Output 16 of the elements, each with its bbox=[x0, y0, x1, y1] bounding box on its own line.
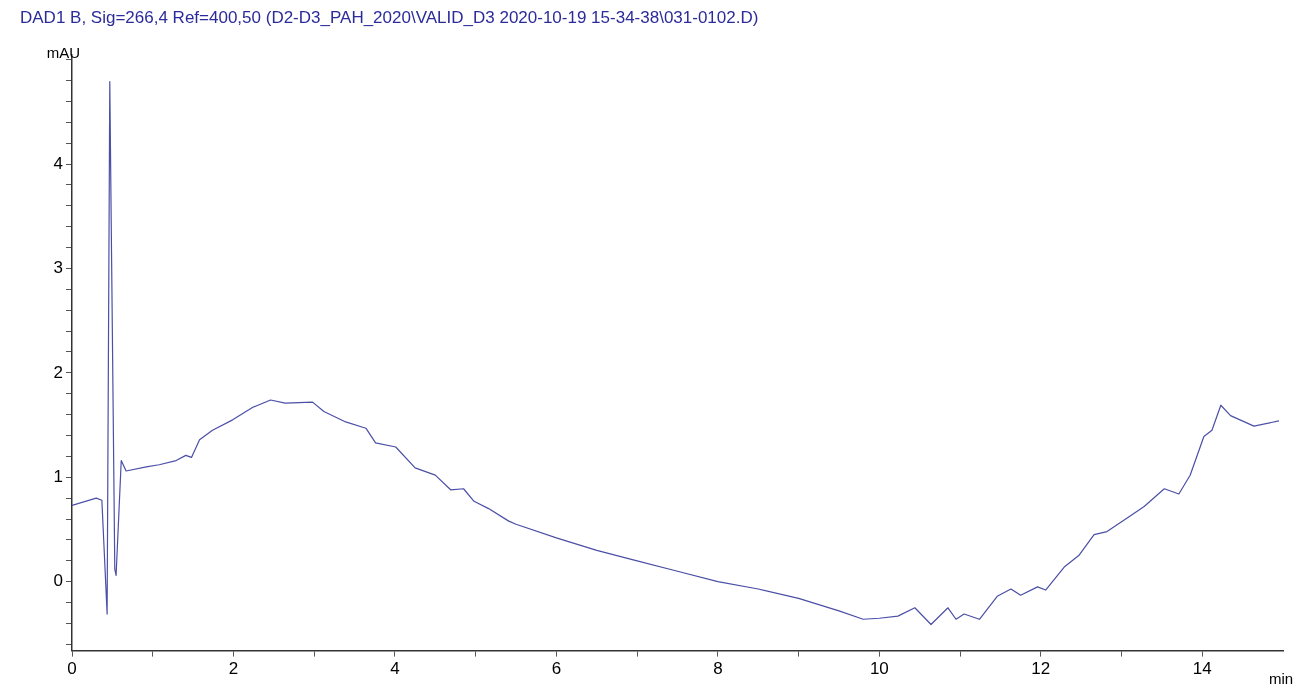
y-tick-label: 0 bbox=[53, 571, 63, 591]
y-tick-label: 3 bbox=[53, 258, 63, 278]
y-axis-title: mAU bbox=[46, 44, 80, 62]
x-tick-label: 2 bbox=[228, 659, 239, 679]
x-tick-label: 8 bbox=[713, 659, 723, 679]
x-axis-title: min bbox=[1269, 670, 1294, 688]
y-tick-label: 4 bbox=[53, 153, 63, 173]
y-tick-label: 1 bbox=[53, 466, 63, 486]
x-tick-label: 14 bbox=[1192, 659, 1212, 679]
x-tick-label: 6 bbox=[551, 659, 562, 679]
x-tick-label: 4 bbox=[390, 659, 400, 679]
x-tick-label: 12 bbox=[1031, 659, 1051, 679]
chart-title: DAD1 B, Sig=266,4 Ref=400,50 (D2-D3_PAH_2020\VALID_D3 2020-10-19 15-34-38\031-0102.D) bbox=[20, 7, 759, 27]
x-tick-label: 10 bbox=[869, 659, 889, 679]
y-tick-label: 2 bbox=[53, 362, 63, 382]
x-tick-label: 0 bbox=[67, 659, 77, 679]
